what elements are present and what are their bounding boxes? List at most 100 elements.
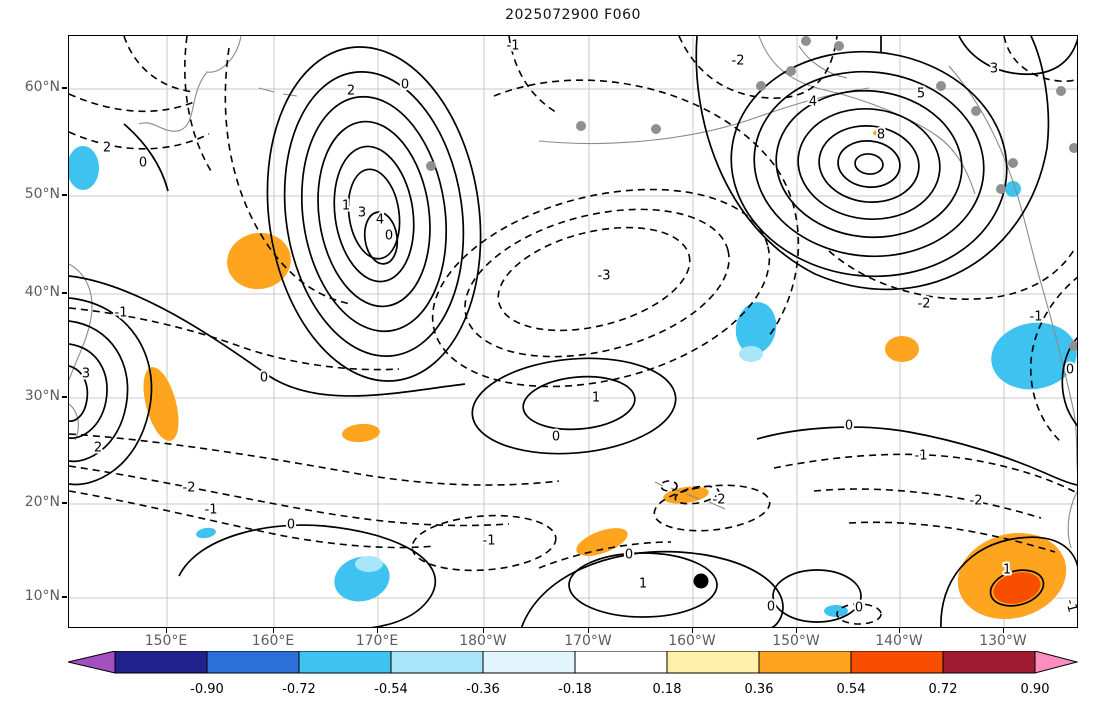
station-dot-gray	[651, 124, 661, 134]
colorbar-tick-label: 0.54	[836, 682, 866, 697]
contour-label: 4	[809, 95, 817, 110]
colorbar-cell	[206, 651, 300, 674]
x-axis-tickmark	[587, 628, 589, 633]
colorbar-tick-label: -0.72	[282, 682, 316, 697]
colorbar-left-arrow	[68, 651, 116, 674]
coastlines	[69, 36, 1077, 549]
shaded-region-positive	[227, 232, 291, 290]
station-dot-black	[693, 573, 709, 589]
contour-label: -1	[915, 449, 928, 464]
shaded-region-positive	[873, 130, 883, 136]
station-dot-gray	[1069, 341, 1077, 351]
contour-label: -2	[970, 494, 983, 509]
x-axis-tickmark	[795, 628, 797, 633]
station-dot-gray	[576, 121, 586, 131]
contour-label: -1	[1062, 598, 1078, 614]
x-axis-tickmark	[376, 628, 378, 633]
colorbar-cell	[574, 651, 668, 674]
station-dots	[426, 36, 1077, 589]
contour-label: 3	[358, 206, 366, 221]
station-dot-gray	[1008, 158, 1018, 168]
y-axis-tick-label: 30°N	[24, 388, 60, 404]
contour-label: -1	[205, 503, 218, 518]
contour-label: 3	[82, 367, 90, 382]
contour-label: 5	[917, 87, 925, 102]
colorbar-cell	[850, 651, 944, 674]
shaded-anomaly-regions	[69, 130, 1077, 619]
contour-label: 0	[767, 600, 775, 615]
shaded-region-positive	[885, 336, 919, 362]
x-axis-tickmark	[898, 628, 900, 633]
contour-label: 8	[877, 128, 885, 143]
shaded-region-positive	[342, 423, 380, 443]
station-dot-gray	[1069, 143, 1077, 153]
map-plot-area: 2 0 -1 3 2 2 0 1 3 4 0 -1 -2 -3 4 8 5 3 -2 -1 0 0 -2 -1 0 -1 1 0 -2 1…	[68, 35, 1078, 628]
x-axis-tick-label: 140°W	[875, 633, 923, 649]
y-axis-tick-label: 50°N	[24, 186, 60, 202]
contour-label: 0	[625, 548, 633, 563]
colorbar-tick-label: -0.18	[558, 682, 592, 697]
colorbar-tick-label: 0.72	[928, 682, 958, 697]
station-dot-gray	[756, 81, 766, 91]
y-axis-tick-label: 10°N	[24, 588, 60, 604]
colorbar-tick-label: 0.90	[1020, 682, 1050, 697]
y-axis-tickmark	[62, 194, 67, 196]
shaded-region-positive	[576, 528, 628, 556]
contour-label: 2	[103, 141, 111, 156]
x-axis-tick-label: 160°E	[251, 633, 295, 649]
contour-label: 1	[592, 391, 600, 406]
figure-title: 2025072900 F060	[505, 7, 641, 23]
x-axis-tickmark	[1002, 628, 1004, 633]
contour-label: -2	[713, 493, 726, 508]
station-dot-gray	[786, 66, 796, 76]
shaded-region-negative-weak	[355, 556, 383, 572]
contour-label: 0	[845, 419, 853, 434]
y-axis-tickmark	[62, 596, 67, 598]
contour-label: -2	[918, 297, 931, 312]
x-axis-tick-label: 130°W	[979, 633, 1027, 649]
contour-label: 1	[639, 577, 647, 592]
colorbar-cell	[390, 651, 484, 674]
y-axis-tickmark	[62, 292, 67, 294]
y-axis-tickmark	[62, 396, 67, 398]
contour-label: 0	[139, 156, 147, 171]
shaded-region-negative	[69, 146, 99, 190]
x-axis-tick-label: 170°E	[355, 633, 399, 649]
x-axis-tickmark	[482, 628, 484, 633]
x-axis-tickmark	[691, 628, 693, 633]
contour-label: 0	[401, 78, 409, 93]
x-axis-tick-label: 170°W	[564, 633, 612, 649]
graticule-gridlines	[69, 36, 1077, 627]
y-axis-tick-label: 40°N	[24, 284, 60, 300]
x-axis-tick-label: 160°W	[668, 633, 716, 649]
y-axis-tick-label: 20°N	[24, 494, 60, 510]
shaded-region-negative	[991, 322, 1077, 390]
colorbar-cell	[298, 651, 392, 674]
shaded-region-negative-weak	[739, 346, 763, 362]
station-dot-gray	[936, 81, 946, 91]
colorbar-cell	[942, 651, 1036, 674]
colorbar-cell	[666, 651, 760, 674]
colorbar-tick-label: -0.36	[466, 682, 500, 697]
station-dot-gray	[971, 106, 981, 116]
colorbar-tick-label: 0.36	[744, 682, 774, 697]
colorbar-cell	[114, 651, 208, 674]
station-dot-gray	[1056, 86, 1066, 96]
colorbar-cell	[482, 651, 576, 674]
x-axis-tickmark	[272, 628, 274, 633]
y-axis-tickmark	[62, 502, 67, 504]
contour-label: -1	[507, 39, 520, 54]
contour-label: 0	[552, 430, 560, 445]
contour-label: 0	[855, 601, 863, 616]
colorbar-tick-label: 0.18	[652, 682, 682, 697]
contour-label: -1	[483, 534, 496, 549]
y-axis-tickmark	[62, 87, 67, 89]
y-axis-tick-label: 60°N	[24, 79, 60, 95]
contour-label: -1	[1030, 310, 1043, 325]
station-dot-gray	[426, 161, 436, 171]
contour-label: 0	[385, 229, 393, 244]
colorbar-tick-label: -0.90	[190, 682, 224, 697]
contour-label: 4	[376, 213, 384, 228]
shaded-region-positive-strong	[993, 572, 1041, 604]
